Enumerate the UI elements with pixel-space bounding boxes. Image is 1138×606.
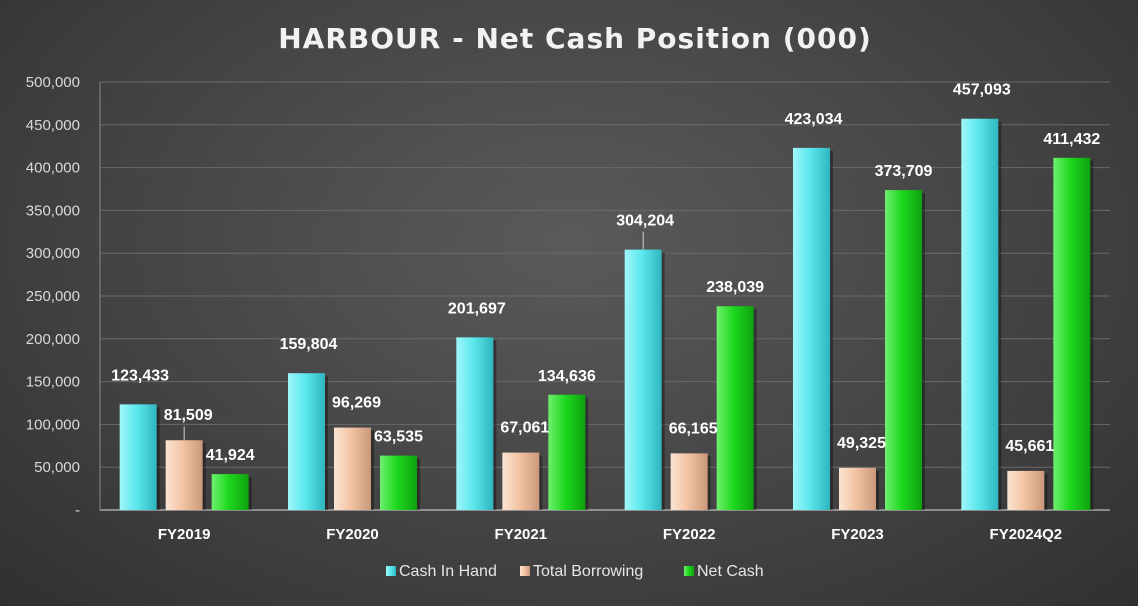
bar-net-cash <box>211 474 249 510</box>
bar-total-borrowing <box>334 427 371 510</box>
y-tick-label: 50,000 <box>34 459 80 476</box>
legend-label: Cash In Hand <box>399 563 497 580</box>
bar-total-borrowing <box>502 452 540 510</box>
bar-net-cash <box>1053 157 1091 510</box>
data-label: 201,697 <box>448 300 506 317</box>
x-tick-label: FY2023 <box>831 526 884 543</box>
x-tick-label: FY2020 <box>326 526 379 543</box>
data-label: 304,204 <box>616 213 674 230</box>
x-tick-label: FY2024Q2 <box>990 526 1063 543</box>
bar-total-borrowing <box>1007 470 1045 510</box>
bar-total-borrowing <box>839 467 876 510</box>
data-label: 238,039 <box>706 279 764 296</box>
data-label: 134,636 <box>538 368 596 385</box>
y-tick-label: 250,000 <box>26 288 80 305</box>
data-label: 423,034 <box>785 111 843 128</box>
data-label: 63,535 <box>374 429 423 446</box>
y-tick-label: 500,000 <box>26 74 80 91</box>
y-tick-label: 150,000 <box>26 374 80 391</box>
legend-label: Total Borrowing <box>533 563 643 580</box>
data-label: 81,509 <box>164 407 213 424</box>
chart-title: HARBOUR - Net Cash Position (000) <box>278 22 872 55</box>
data-label: 66,165 <box>669 420 718 437</box>
bar-cash-in-hand <box>961 118 999 510</box>
data-label: 49,325 <box>837 435 886 452</box>
bar-cash-in-hand <box>456 337 494 510</box>
bar-net-cash <box>716 306 754 510</box>
bar-cash-in-hand <box>119 404 157 510</box>
bar-total-borrowing <box>670 453 708 510</box>
y-tick-label: 350,000 <box>26 202 80 219</box>
data-label: 457,093 <box>953 82 1011 99</box>
y-tick-label: 200,000 <box>26 331 80 348</box>
bar-net-cash <box>380 455 417 510</box>
data-label: 159,804 <box>280 336 338 353</box>
bar-cash-in-hand <box>793 147 830 511</box>
y-tick-label: 300,000 <box>26 245 80 262</box>
y-tick-label: 450,000 <box>26 117 80 134</box>
bar-cash-in-hand <box>624 249 662 510</box>
bar-net-cash <box>885 190 922 510</box>
legend-label: Net Cash <box>697 563 764 580</box>
data-label: 67,061 <box>500 420 549 437</box>
data-label: 41,924 <box>206 447 255 464</box>
data-label: 45,661 <box>1005 438 1054 455</box>
legend-swatch <box>520 566 530 576</box>
legend-swatch <box>684 566 694 576</box>
data-label: 411,432 <box>1043 131 1100 148</box>
x-tick-label: FY2019 <box>158 526 211 543</box>
y-tick-label: 400,000 <box>26 160 80 177</box>
x-tick-label: FY2022 <box>663 526 716 543</box>
legend-swatch <box>386 566 396 576</box>
data-label: 373,709 <box>875 163 933 180</box>
bar-cash-in-hand <box>288 373 325 510</box>
data-label: 96,269 <box>332 395 381 412</box>
y-tick-label: 100,000 <box>26 416 80 433</box>
data-label: 123,433 <box>111 367 169 384</box>
x-tick-label: FY2021 <box>495 526 548 543</box>
y-tick-label: - <box>75 502 80 519</box>
bar-total-borrowing <box>165 440 203 510</box>
bar-net-cash <box>548 394 586 510</box>
